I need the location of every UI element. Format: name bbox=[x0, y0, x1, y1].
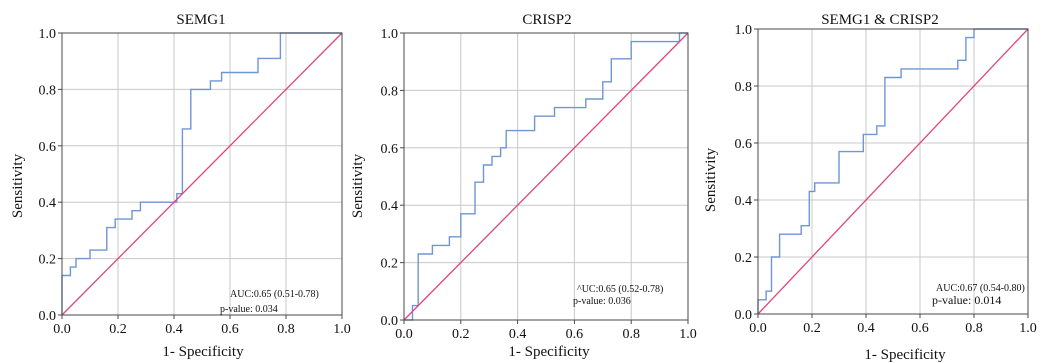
roc-panel-semg1: SEMG1 0.0 0.2 0.4 0.6 0.8 1.0 0.0 0.2 0.4 0.6 0.8 1… bbox=[10, 12, 351, 360]
x-axis-label: 1- Specificity bbox=[864, 347, 946, 363]
x-tick-label: 0.8 bbox=[622, 327, 640, 342]
y-axis-label: Sensitivity bbox=[703, 147, 719, 212]
y-tick-label: 0.6 bbox=[39, 140, 57, 155]
y-tick-label: 0.8 bbox=[39, 83, 57, 98]
auc-annotation: AUC:0.67 (0.54-0.80) bbox=[936, 283, 1025, 294]
x-axis-label: 1- Specificity bbox=[162, 344, 244, 360]
y-tick-label: 0.0 bbox=[39, 309, 57, 324]
pvalue-annotation: p-value: 0.036 bbox=[573, 296, 631, 307]
auc-annotation: ^UC:0.65 (0.52-0.78) bbox=[577, 284, 663, 295]
x-tick-label: 0.2 bbox=[452, 327, 470, 342]
plot-frame bbox=[757, 28, 1029, 315]
x-tick-label: 0.6 bbox=[566, 327, 584, 342]
auc-annotation: AUC:0.65 (0.51-0.78) bbox=[230, 289, 319, 300]
y-tick-label: 0.2 bbox=[735, 251, 753, 266]
plot-frame bbox=[403, 32, 689, 321]
y-tick-label: 1.0 bbox=[39, 27, 57, 42]
plot-area: 0.0 0.2 0.4 0.6 0.8 1.0 0.0 0.2 0.4 0.6 0.8 1.0 bbox=[381, 27, 697, 342]
y-tick-label: 0.6 bbox=[735, 137, 753, 152]
y-tick-label: 1.0 bbox=[381, 27, 399, 42]
pvalue-annotation: p-value: 0.034 bbox=[220, 304, 278, 315]
y-tick-label: 0.8 bbox=[735, 80, 753, 95]
y-tick-label: 0.2 bbox=[39, 253, 57, 268]
x-tick-label: 1.0 bbox=[679, 327, 697, 342]
x-tick-label: 0.2 bbox=[803, 321, 821, 336]
y-tick-label: 0.4 bbox=[381, 199, 399, 214]
y-tick-label: 0.4 bbox=[735, 194, 753, 209]
x-tick-label: 0.0 bbox=[395, 327, 413, 342]
roc-panel-crisp2: CRISP2 0.0 0.2 0.4 0.6 0.8 1.0 0.0 0.2 0.4 0.6 0.8… bbox=[350, 12, 697, 360]
x-tick-label: 0.6 bbox=[911, 321, 929, 336]
x-tick-label: 0.4 bbox=[509, 327, 527, 342]
reference-diagonal-line bbox=[403, 32, 689, 321]
x-tick-label: 0.8 bbox=[277, 322, 295, 337]
y-tick-label: 0.6 bbox=[381, 142, 399, 157]
y-tick-label: 0.2 bbox=[381, 257, 399, 272]
panel-title: SEMG1 & CRISP2 bbox=[821, 12, 939, 28]
x-tick-label: 0.4 bbox=[857, 321, 875, 336]
roc-curve-line bbox=[757, 28, 1028, 314]
roc-curve-line bbox=[61, 32, 342, 315]
y-tick-label: 0.4 bbox=[39, 196, 57, 211]
y-tick-label: 0.0 bbox=[735, 308, 753, 323]
x-tick-label: 0.2 bbox=[109, 322, 127, 337]
x-tick-label: 1.0 bbox=[1019, 321, 1037, 336]
reference-diagonal-line bbox=[61, 32, 343, 316]
pvalue-annotation: p-value: 0.014 bbox=[932, 293, 1001, 307]
y-tick-label: 0.8 bbox=[381, 84, 399, 99]
x-tick-label: 0.6 bbox=[221, 322, 239, 337]
x-tick-label: 1.0 bbox=[333, 322, 351, 337]
panel-title: CRISP2 bbox=[522, 12, 571, 28]
y-axis-label: Sensitivity bbox=[350, 153, 366, 218]
x-tick-label: 0.8 bbox=[965, 321, 983, 336]
plot-area: 0.0 0.2 0.4 0.6 0.8 1.0 0.0 0.2 0.4 0.6 0.8 1.0 bbox=[39, 27, 351, 337]
y-axis-label: Sensitivity bbox=[10, 153, 26, 218]
plot-frame bbox=[61, 32, 343, 316]
x-tick-label: 0.0 bbox=[749, 321, 767, 336]
x-tick-label: 0.0 bbox=[53, 322, 71, 337]
y-tick-label: 0.0 bbox=[381, 314, 399, 329]
x-tick-label: 0.4 bbox=[165, 322, 183, 337]
reference-diagonal-line bbox=[757, 28, 1029, 315]
roc-curve-line bbox=[404, 32, 688, 321]
panel-title: SEMG1 bbox=[176, 12, 225, 28]
roc-panel-semg1-crisp2: SEMG1 & CRISP2 0.0 0.2 0.4 0.6 0.8 1.00.00.20… bbox=[703, 12, 1037, 363]
y-tick-label: 1.0 bbox=[735, 23, 753, 38]
plot-area: 0.0 0.2 0.4 0.6 0.8 1.0 0.0 0.2 0.4 0.6 0.8 1.0 bbox=[735, 23, 1037, 336]
x-axis-label: 1- Specificity bbox=[508, 344, 590, 360]
